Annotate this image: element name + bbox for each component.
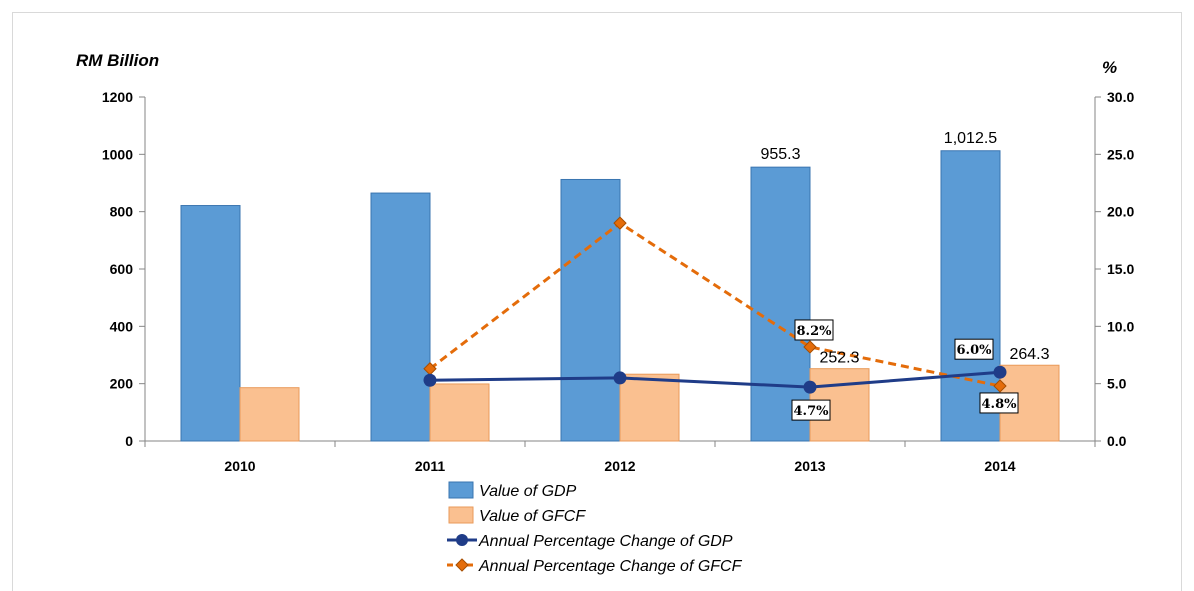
gdp-bar <box>180 205 241 442</box>
bars <box>180 150 1060 442</box>
y-right-tick-label: 5.0 <box>1107 376 1127 392</box>
y-left-tick-label: 200 <box>110 376 134 392</box>
gfcf-change-label-box <box>794 319 834 341</box>
gdp-change-label-box <box>954 338 994 360</box>
y-left-tick-label: 600 <box>110 261 134 277</box>
gdp-change-point <box>613 371 627 385</box>
gfcf-change-line <box>429 221 1001 388</box>
gfcf-value-label: 264.3 <box>1009 346 1049 363</box>
gdp-change-line <box>429 370 1001 389</box>
y-left-tick-label: 0 <box>125 433 133 449</box>
gfcf-change-label: 4.8% <box>982 397 1018 412</box>
gdp-bar <box>370 192 431 442</box>
y-right-unit-label: % <box>1102 58 1117 77</box>
x-tick-label: 2013 <box>794 458 825 474</box>
gdp-change-label-box <box>791 399 831 421</box>
y-left-tick-label: 1000 <box>102 146 133 162</box>
x-tick-label: 2014 <box>984 458 1015 474</box>
lines <box>423 216 1007 394</box>
axes: 0 200 400 600 800 1000 1200 0.0 5.0 10.0 15.0 20.0 2… <box>76 51 1134 474</box>
y-right-tick-label: 30.0 <box>1107 89 1134 105</box>
gfcf-change-point <box>613 216 627 230</box>
legend-label: Value of GDP <box>479 483 577 500</box>
gdp-bar <box>560 178 621 442</box>
legend-label: Annual Percentage Change of GFCF <box>478 558 743 575</box>
y-right-tick-label: 10.0 <box>1107 318 1134 334</box>
y-left-tick-label: 1200 <box>102 89 133 105</box>
data-labels: 955.3 1,012.5 252.3 264.3 4.7% 6.0% 8.2% 4.8% <box>760 130 1050 421</box>
gfcf-value-label: 252.3 <box>819 350 859 367</box>
legend-item: Value of GFCF <box>448 506 586 525</box>
gdp-change-point <box>993 365 1007 379</box>
gdp-change-label: 6.0% <box>957 343 993 358</box>
legend-item: Annual Percentage Change of GDP <box>447 533 733 550</box>
gdp-change-point <box>423 373 437 387</box>
y-right-tick-label: 20.0 <box>1107 204 1134 220</box>
gfcf-change-label-box <box>979 392 1019 414</box>
legend-item: Value of GDP <box>448 481 577 500</box>
y-right-tick-label: 25.0 <box>1107 146 1134 162</box>
gdp-value-label: 1,012.5 <box>944 130 997 147</box>
x-tick-label: 2010 <box>224 458 255 474</box>
y-right-tick-label: 0.0 <box>1107 433 1127 449</box>
legend-label: Value of GFCF <box>479 508 586 525</box>
legend-swatch <box>448 506 474 524</box>
legend-swatch <box>448 481 474 499</box>
gfcf-change-label: 8.2% <box>797 324 833 339</box>
gdp-change-point <box>803 380 817 394</box>
gfcf-bar <box>239 387 300 442</box>
legend-item: Annual Percentage Change of GFCF <box>447 558 743 575</box>
legend: Value of GDP Value of GFCF Annual Percenta… <box>447 481 743 575</box>
gfcf-change-point <box>803 340 817 354</box>
legend-marker <box>456 534 468 546</box>
y-left-unit-label: RM Billion <box>76 51 159 70</box>
gfcf-change-point <box>993 379 1007 393</box>
gdp-value-label: 955.3 <box>760 146 800 163</box>
gfcf-bar <box>429 383 490 442</box>
gdp-bar <box>750 166 811 442</box>
y-right-tick-label: 15.0 <box>1107 261 1134 277</box>
gfcf-bar <box>619 373 680 442</box>
y-left-tick-label: 800 <box>110 204 134 220</box>
y-left-tick-label: 400 <box>110 318 134 334</box>
x-tick-label: 2011 <box>415 458 446 474</box>
gdp-change-label: 4.7% <box>794 404 830 419</box>
x-tick-label: 2012 <box>604 458 635 474</box>
legend-label: Annual Percentage Change of GDP <box>478 533 733 550</box>
legend-marker <box>455 558 469 572</box>
